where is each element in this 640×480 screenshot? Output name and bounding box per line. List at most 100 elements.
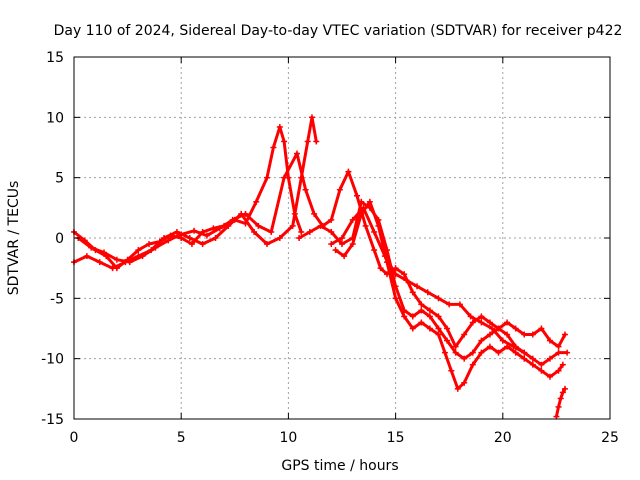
data-point-marker (251, 228, 258, 235)
data-point-marker (349, 216, 356, 223)
data-point-marker (521, 355, 528, 362)
data-point-marker (529, 355, 536, 362)
series-line-track-4 (297, 200, 569, 367)
data-point-marker (135, 247, 142, 254)
data-point-marker (448, 367, 455, 374)
data-point-marker (281, 138, 288, 145)
data-point-marker (375, 222, 382, 229)
y-tick-label: -5 (50, 291, 64, 307)
data-point-marker (328, 228, 335, 235)
data-point-marker (302, 186, 309, 193)
x-tick-label: 10 (279, 430, 297, 446)
data-point-marker (469, 319, 476, 326)
data-point-marker (452, 349, 459, 356)
data-point-marker (328, 216, 335, 223)
data-point-marker (486, 331, 493, 338)
data-point-marker (454, 385, 461, 392)
axis-layer: 0 5 10 15 20 25 -15 -10 -5 0 5 10 15 (41, 50, 619, 446)
data-point-marker (308, 114, 315, 121)
data-point-marker (152, 244, 159, 251)
data-point-marker (555, 349, 562, 356)
data-point-marker (289, 222, 296, 229)
data-point-marker (555, 403, 562, 410)
data-point-marker (521, 349, 528, 356)
data-point-marker (298, 228, 305, 235)
data-point-marker (199, 241, 206, 248)
data-point-marker (401, 313, 408, 320)
data-point-marker (521, 331, 528, 338)
data-point-marker (555, 367, 562, 374)
data-point-marker (555, 343, 562, 350)
data-point-marker (109, 265, 116, 272)
data-point-marker (339, 235, 345, 241)
data-point-marker (510, 343, 517, 350)
data-point-marker (360, 204, 367, 211)
data-point-marker (504, 319, 511, 326)
data-point-marker (435, 325, 442, 332)
data-point-marker (499, 337, 506, 344)
data-point-marker (306, 228, 313, 235)
data-point-marker (529, 331, 536, 338)
y-tick-label: 0 (55, 231, 64, 247)
data-point-marker (435, 295, 442, 302)
x-axis-label: GPS time / hours (281, 458, 398, 474)
data-point-marker (173, 228, 180, 235)
data-point-marker (336, 186, 343, 193)
data-point-marker (101, 249, 108, 256)
data-point-marker (557, 395, 564, 402)
data-point-marker (414, 283, 421, 290)
series-layer (71, 114, 571, 420)
data-point-marker (467, 313, 474, 320)
x-tick-label: 5 (177, 430, 186, 446)
data-point-marker (161, 235, 168, 241)
data-point-marker (165, 237, 172, 244)
data-point-marker (546, 373, 553, 380)
data-point-marker (304, 138, 311, 145)
data-point-marker (444, 325, 451, 332)
data-point-marker (489, 325, 496, 332)
data-point-marker (559, 389, 566, 396)
data-point-marker (478, 349, 485, 356)
data-point-marker (255, 222, 262, 229)
data-point-marker (381, 253, 388, 260)
grid-layer (74, 57, 610, 419)
data-point-marker (452, 343, 459, 350)
data-point-marker (146, 241, 153, 248)
data-point-marker (403, 277, 410, 284)
data-point-marker (203, 232, 210, 239)
data-point-marker (276, 235, 283, 241)
data-point-marker (113, 256, 120, 263)
data-point-marker (188, 241, 195, 248)
data-point-marker (377, 265, 384, 272)
data-point-marker (366, 198, 373, 205)
data-point-marker (83, 253, 90, 260)
data-point-marker (313, 138, 320, 145)
data-point-marker (126, 259, 133, 266)
x-tick-label: 25 (601, 430, 619, 446)
data-point-marker (495, 349, 502, 356)
data-point-marker (469, 349, 476, 356)
data-point-marker (478, 313, 485, 320)
data-point-marker (486, 343, 493, 350)
series-line-track-2 (72, 115, 318, 270)
data-point-marker (461, 379, 468, 386)
data-point-marker (495, 325, 502, 332)
data-point-marker (418, 307, 425, 314)
data-point-marker (512, 325, 519, 332)
data-point-marker (268, 228, 275, 235)
data-point-marker (469, 361, 476, 368)
data-point-marker (371, 247, 378, 254)
x-tick-label: 15 (387, 430, 405, 446)
series-line-track-3 (76, 152, 567, 349)
data-point-marker (191, 227, 198, 234)
data-point-marker (311, 210, 318, 217)
data-point-marker (538, 367, 545, 374)
data-point-marker (229, 216, 236, 223)
data-point-marker (341, 253, 348, 260)
data-point-marker (409, 289, 416, 296)
y-tick-label: -15 (41, 412, 64, 428)
series-line-track-6 (329, 206, 526, 355)
data-point-marker (426, 325, 433, 332)
x-tick-label: 0 (70, 430, 79, 446)
